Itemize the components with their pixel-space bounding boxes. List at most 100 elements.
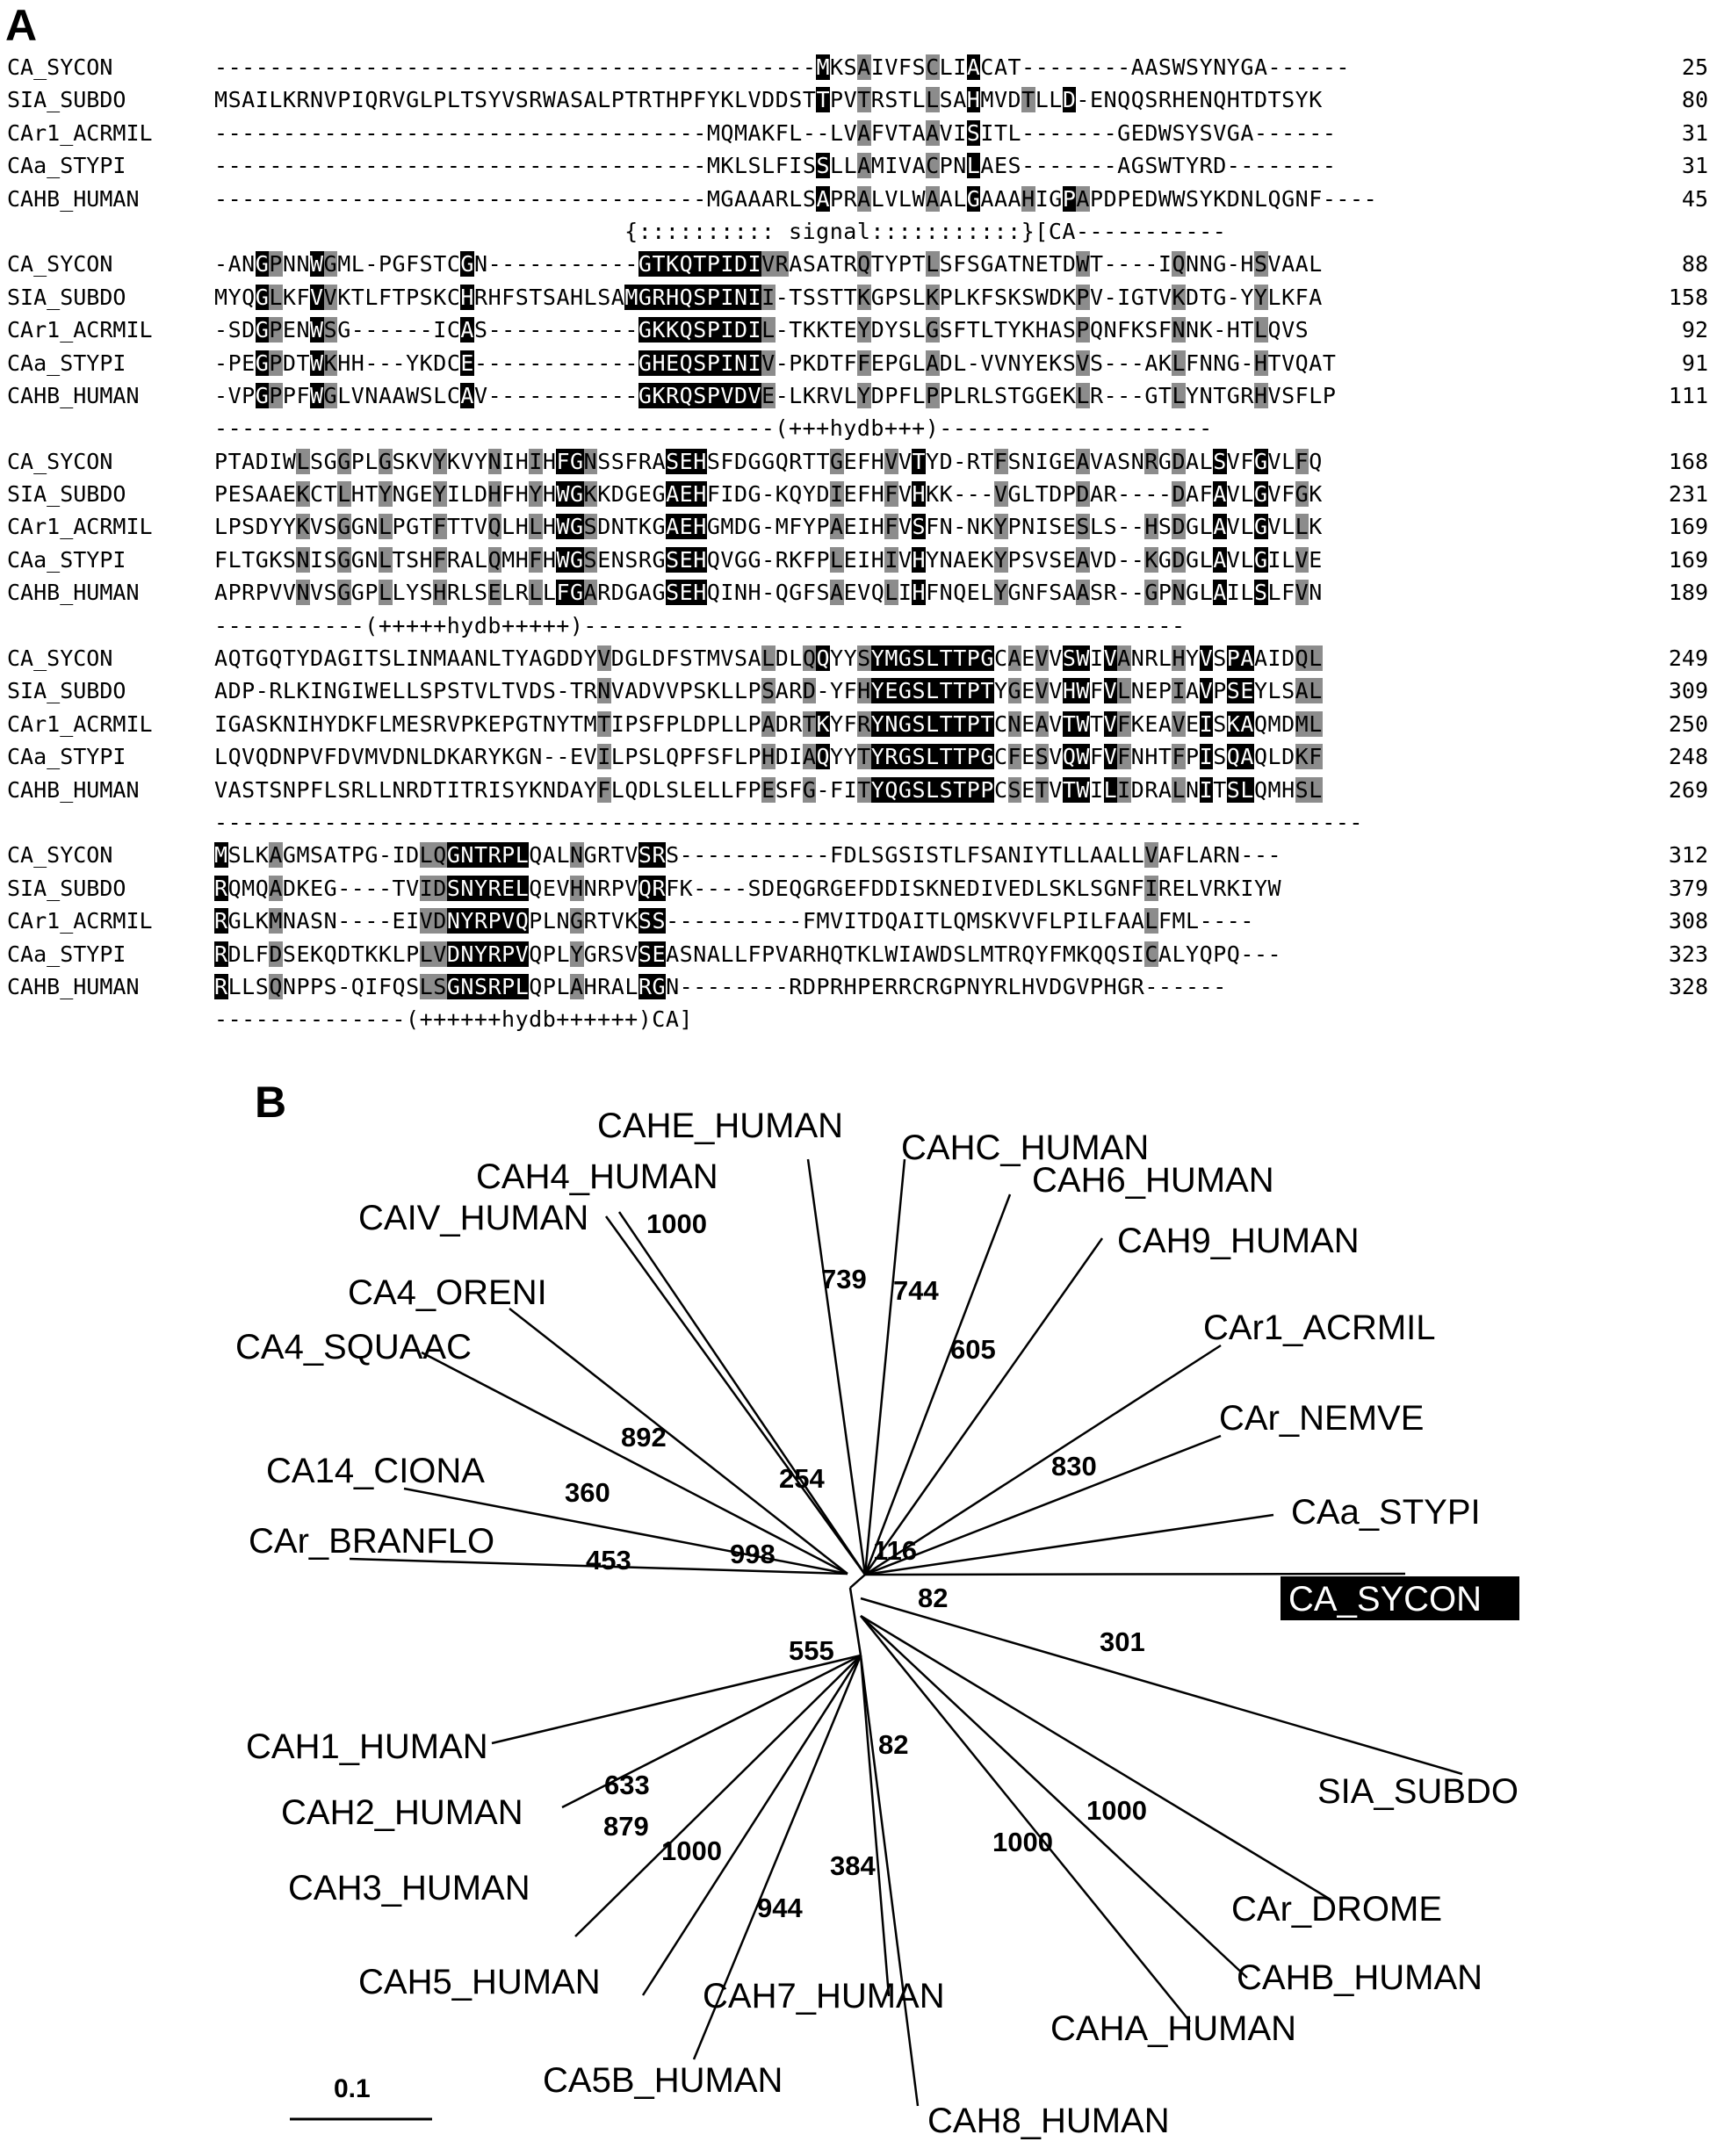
tree-branches <box>349 1158 1463 2107</box>
branch-cahc <box>863 1158 906 1576</box>
alignment-row: CAa_STYPI -PEGPDTWKHH---YKDCE------------… <box>0 347 1717 379</box>
highlight-box <box>1281 1576 1519 1620</box>
residue-position: 323 <box>1668 941 1708 967</box>
residue-position: 31 <box>1681 153 1708 179</box>
sequence-name: CAHB_HUMAN <box>7 973 140 999</box>
leaf-ca4oreni: CA4_ORENI <box>348 1273 547 1312</box>
sequence-residues: -PEGPDTWKHH---YKDCE------------GHEQSPINI… <box>214 350 1337 376</box>
leaf-labels: CAHE_HUMAN CAHC_HUMAN CAH6_HUMAN CAH4_HU… <box>235 1107 1519 2140</box>
branch-ca4oreni <box>509 1308 848 1575</box>
leaf-cah7: CAH7_HUMAN <box>703 1977 945 2015</box>
leaf-cah1: CAH1_HUMAN <box>246 1727 488 1766</box>
bootstrap-value: 301 <box>1100 1626 1145 1657</box>
residue-position: 312 <box>1668 842 1708 869</box>
sequence-residues: RDLFDSEKQDTKKLPLVDNYRPVQPLYGRSVSEASNALLF… <box>214 941 1282 967</box>
leaf-cah9: CAH9_HUMAN <box>1117 1222 1360 1260</box>
sequence-alignment: CA_SYCON --------------------------------… <box>0 51 1717 1036</box>
sequence-name: SIA_SUBDO <box>7 87 126 113</box>
branch-cah3 <box>574 1655 862 1937</box>
alignment-row: CAa_STYPI RDLFDSEKQDTKKLPLVDNYRPVQPLYGRSV… <box>0 938 1717 970</box>
bootstrap-value: 453 <box>586 1545 631 1576</box>
sequence-name: CA_SYCON <box>7 251 113 278</box>
sequence-name: SIA_SUBDO <box>7 481 126 508</box>
bootstrap-value: 82 <box>918 1583 948 1613</box>
sequence-residues: -SDGPENWSG------ICAS-----------GKKQSPIDI… <box>214 317 1309 343</box>
panel-a-label: A <box>5 1 38 50</box>
scale-bar: 0.1 <box>290 2074 432 2121</box>
leaf-cah3: CAH3_HUMAN <box>288 1869 530 1907</box>
alignment-row: SIA_SUBDO ADP-RLKINGIWELLSPSTVLTVDS-TRNVA… <box>0 674 1717 707</box>
residue-position: 189 <box>1668 580 1708 606</box>
sequence-name: CAr1_ACRMIL <box>7 908 153 934</box>
bootstrap-value: 1000 <box>646 1208 707 1239</box>
branch-core-down <box>848 1587 862 1656</box>
branch-cardrome <box>860 1614 1331 1901</box>
leaf-cah5: CAH5_HUMAN <box>358 1963 601 2001</box>
sequence-name: CAa_STYPI <box>7 153 126 179</box>
branch-cah5 <box>641 1655 862 1996</box>
sequence-name: CAr1_ACRMIL <box>7 317 153 343</box>
sequence-residues: APRPVVNVSGGPLLYSHRLSELRLLFGARDGAGSEHQINH… <box>214 580 1323 606</box>
leaf-car1acrmil: CAr1_ACRMIL <box>1203 1309 1436 1347</box>
alignment-row: CAa_STYPI -------------------------------… <box>0 149 1717 182</box>
annotation-text: -----------(+++++hydb+++++)-------------… <box>214 612 1186 638</box>
alignment-row: CAHB_HUMAN APRPVVNVSGGPLLYSHRLSELRLLFGARD… <box>0 576 1717 609</box>
branch-cah4 <box>617 1211 867 1576</box>
annotation-text: {:::::::::: signal:::::::::::}[CA-------… <box>214 218 1227 244</box>
sequence-residues: AQTGQTYDAGITSLINMAANLTYAGDDYVDGLDFSTMVSA… <box>214 645 1323 672</box>
branch-cah7 <box>859 1655 891 1997</box>
leaf-casycon: CA_SYCON <box>1288 1580 1482 1619</box>
sequence-name: CA_SYCON <box>7 842 113 869</box>
alignment-row: CAa_STYPI LQVQDNPVFDVMVDNLDKARYKGN--EVILP… <box>0 740 1717 773</box>
bootstrap-value: 1000 <box>1086 1795 1147 1826</box>
alignment-annotation: ----------------------------------------… <box>0 806 1717 839</box>
branch-cah8 <box>859 1655 920 2107</box>
residue-position: 379 <box>1668 875 1708 901</box>
bootstrap-value: 360 <box>565 1477 610 1508</box>
leaf-cahc: CAHC_HUMAN <box>901 1128 1149 1167</box>
residue-position: 169 <box>1668 546 1708 573</box>
alignment-row: CAa_STYPI FLTGKSNISGGNLTSHFRALQMHFHWGSENS… <box>0 544 1717 576</box>
residue-position: 80 <box>1681 87 1708 113</box>
alignment-row: SIA_SUBDO RQMQADKEG----TVIDSNYRELQEVHNRPV… <box>0 872 1717 905</box>
sequence-name: CAa_STYPI <box>7 941 126 967</box>
branch-carbranflo <box>349 1557 848 1576</box>
residue-position: 328 <box>1668 973 1708 999</box>
alignment-row: CAr1_ACRMIL IGASKNIHYDKFLMESRVPKEPGTNYTMT… <box>0 708 1717 740</box>
alignment-row: CAHB_HUMAN RLLSQNPPS-QIFQSLSGNSRPLQPLAHRA… <box>0 970 1717 1003</box>
branch-cah1 <box>491 1654 862 1745</box>
sequence-name: CAr1_ACRMIL <box>7 710 153 737</box>
sequence-residues: VASTSNPFLSRLLNRDTITRISYKNDAYFLQDLSLELLFP… <box>214 776 1323 803</box>
alignment-row: CA_SYCON --------------------------------… <box>0 51 1717 83</box>
sequence-residues: FLTGKSNISGGNLTSHFRALQMHFHWGSENSRGSEHQVGG… <box>214 546 1323 573</box>
bootstrap-value: 739 <box>821 1264 867 1294</box>
leaf-cah8: CAH8_HUMAN <box>927 2102 1170 2140</box>
sequence-residues: ------------------------------------MGAA… <box>214 185 1378 212</box>
bootstrap-value: 830 <box>1051 1451 1097 1482</box>
sequence-name: CAHB_HUMAN <box>7 580 140 606</box>
residue-position: 248 <box>1668 744 1708 770</box>
alignment-row: CAr1_ACRMIL -SDGPENWSG------ICAS---------… <box>0 314 1717 346</box>
alignment-row: SIA_SUBDO MSAILKRNVPIQRVGLPLTSYVSRWASALPT… <box>0 83 1717 116</box>
residue-position: 111 <box>1668 382 1708 408</box>
leaf-siasubdo: SIA_SUBDO <box>1317 1772 1519 1811</box>
leaf-ca4squaac: CA4_SQUAAC <box>235 1328 472 1366</box>
alignment-row: CA_SYCON PTADIWLSGGPLGSKVYKVYNIHIHFGNSSFR… <box>0 445 1717 478</box>
sequence-name: CAa_STYPI <box>7 546 126 573</box>
sequence-residues: ADP-RLKINGIWELLSPSTVLTVDS-TRNVADVVPSKLLP… <box>214 678 1323 704</box>
sequence-name: CAHB_HUMAN <box>7 382 140 408</box>
alignment-annotation: ----------------------------------------… <box>0 412 1717 444</box>
residue-position: 92 <box>1681 317 1708 343</box>
sequence-residues: -ANGPNNWGML-PGFSTCGN-----------GTKQTPIDI… <box>214 251 1323 278</box>
bootstrap-value: 744 <box>893 1275 939 1306</box>
sequence-residues: RLLSQNPPS-QIFQSLSGNSRPLQPLAHRALRGN------… <box>214 973 1227 999</box>
branch-cahe <box>806 1158 867 1576</box>
residue-position: 250 <box>1668 710 1708 737</box>
residue-position: 88 <box>1681 251 1708 278</box>
sequence-residues: ------------------------------------MQMA… <box>214 119 1337 146</box>
alignment-row: SIA_SUBDO PESAAEKCTLHTYNGEYILDHFHYHWGKKDG… <box>0 478 1717 510</box>
bootstrap-value: 944 <box>757 1893 803 1923</box>
bootstrap-value: 879 <box>603 1811 649 1842</box>
sequence-residues: MSLKAGMSATPG-IDLQGNTRPLQALNGRTVSRS------… <box>214 842 1282 869</box>
alignment-block: CA_SYCON --------------------------------… <box>0 51 1717 248</box>
